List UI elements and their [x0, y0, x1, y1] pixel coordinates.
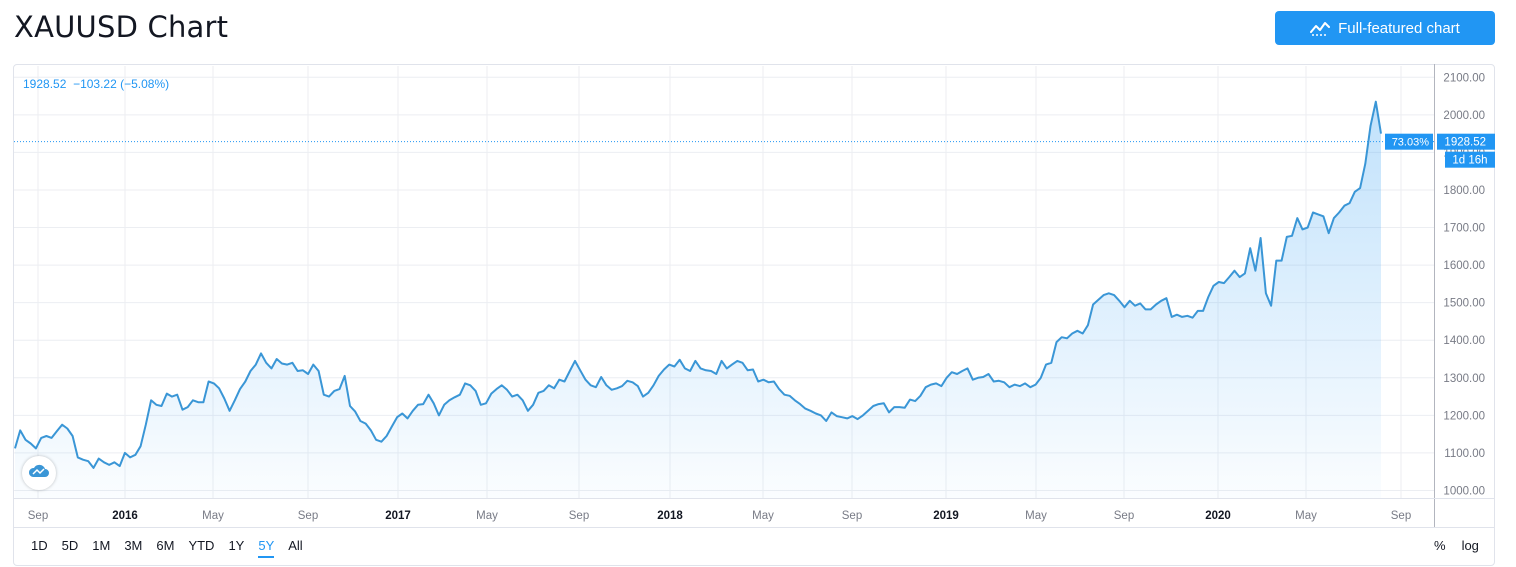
range-button-ytd[interactable]: YTD	[188, 538, 215, 553]
price-legend: 1928.52 −103.22 (−5.08%)	[23, 77, 169, 91]
y-tick-label: 1300.00	[1443, 373, 1485, 385]
x-tick-label: 2017	[385, 510, 411, 522]
countdown-tag-label: 1d 16h	[1452, 155, 1487, 167]
x-tick-label: May	[476, 510, 498, 522]
percent-scale-toggle[interactable]: %	[1434, 538, 1446, 553]
range-button-6m[interactable]: 6M	[156, 538, 175, 553]
x-tick-label: Sep	[1114, 510, 1134, 522]
legend-last: 1928.52	[23, 77, 67, 91]
x-tick-label: May	[752, 510, 774, 522]
x-tick-label: May	[202, 510, 224, 522]
x-tick-label: Sep	[842, 510, 862, 522]
legend-change-pct: (−5.08%)	[120, 77, 170, 91]
y-tick-label: 1100.00	[1444, 448, 1485, 460]
y-tick-label: 2100.00	[1443, 72, 1485, 84]
chart-frame	[13, 64, 1495, 566]
y-tick-label: 1400.00	[1443, 335, 1485, 347]
x-tick-label: 2020	[1205, 510, 1231, 522]
range-button-1y[interactable]: 1Y	[228, 538, 245, 553]
tradingview-logo[interactable]	[22, 456, 56, 490]
full-featured-chart-button[interactable]: Full-featured chart	[1275, 11, 1495, 45]
x-tick-label: Sep	[569, 510, 589, 522]
range-selector: 1D 5D 1M 3M 6M YTD 1Y 5Y All	[24, 538, 310, 558]
log-scale-toggle[interactable]: log	[1461, 538, 1479, 553]
legend-change: −103.22	[73, 77, 117, 91]
price-tag-label: 1928.52	[1444, 137, 1486, 149]
y-tick-label: 1700.00	[1443, 223, 1485, 235]
range-button-1m[interactable]: 1M	[92, 538, 111, 553]
x-tick-label: 2016	[112, 510, 138, 522]
x-tick-label: 2018	[657, 510, 683, 522]
range-button-5d[interactable]: 5D	[61, 538, 79, 553]
countdown-tag	[1445, 151, 1495, 168]
y-tick-label: 1200.00	[1443, 410, 1485, 422]
x-tick-label: May	[1025, 510, 1047, 522]
y-tick-label: 1000.00	[1443, 485, 1485, 497]
y-tick-label: 1600.00	[1443, 260, 1485, 272]
price-line	[14, 100, 1382, 469]
x-tick-label: Sep	[298, 510, 318, 522]
full-featured-chart-label: Full-featured chart	[1338, 19, 1460, 37]
y-tick-label: 1500.00	[1443, 298, 1485, 310]
range-button-3m[interactable]: 3M	[124, 538, 143, 553]
cloud-icon	[28, 463, 50, 484]
x-tick-label: Sep	[1391, 510, 1411, 522]
page-title: XAUUSD Chart	[14, 10, 229, 44]
range-button-5y[interactable]: 5Y	[251, 538, 281, 558]
scale-toggles: % log	[1434, 538, 1479, 553]
percent-tag	[1385, 133, 1433, 150]
y-tick-label: 1800.00	[1443, 185, 1485, 197]
y-tick-label: 2000.00	[1443, 110, 1485, 122]
price-area-fill	[15, 101, 1381, 498]
percent-tag-label: 73.03%	[1392, 137, 1430, 149]
x-tick-label: May	[1295, 510, 1317, 522]
price-tag	[1437, 133, 1495, 150]
range-button-all[interactable]: All	[288, 538, 303, 553]
x-tick-label: 2019	[933, 510, 959, 522]
range-button-1d[interactable]: 1D	[31, 538, 48, 553]
chart-line-icon	[1310, 20, 1331, 36]
x-tick-label: Sep	[28, 510, 48, 522]
